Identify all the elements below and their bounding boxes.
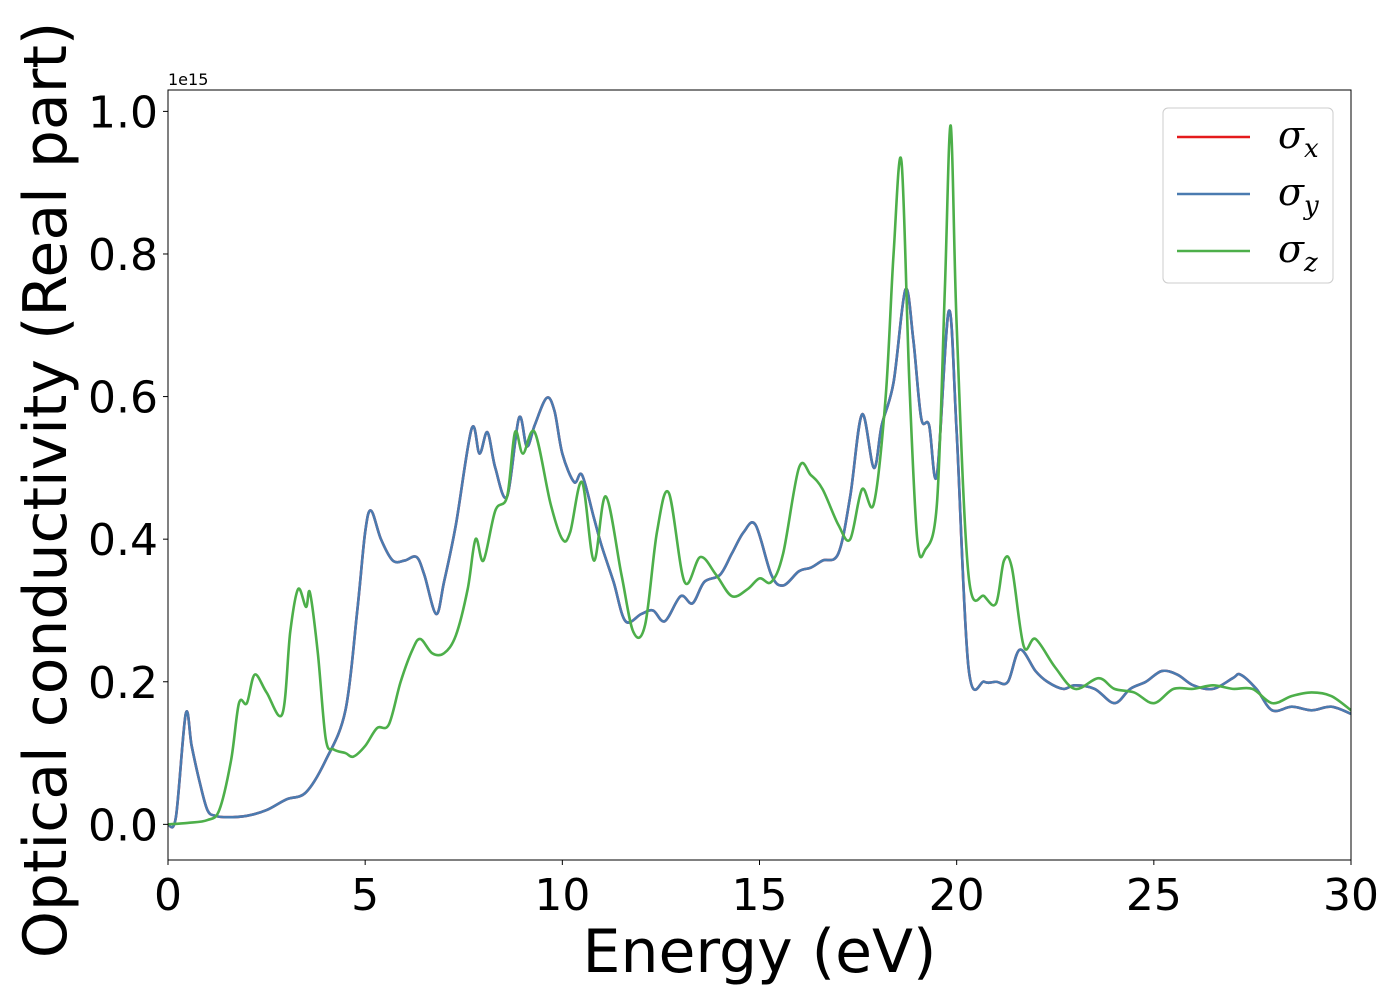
x-axis-title: Energy (eV) <box>583 917 937 987</box>
y-tick-label: 0.8 <box>88 230 158 281</box>
series-layer <box>168 124 1351 829</box>
x-tick-label: 20 <box>929 870 985 921</box>
series-line-sigma-z <box>168 124 1351 826</box>
y-tick-label: 0.2 <box>88 658 158 709</box>
y-tick-label: 0.0 <box>88 800 158 851</box>
x-tick-label: 5 <box>351 870 379 921</box>
x-tick-label: 10 <box>534 870 590 921</box>
legend-label-sigma-y: σy <box>1278 170 1319 221</box>
legend-label-sigma-z: σz <box>1278 227 1318 278</box>
y-axis: 0.0 0.2 0.4 0.6 0.8 1.0 <box>88 87 168 851</box>
legend-label-sigma-x: σx <box>1278 113 1319 164</box>
series-line-sigma-y <box>168 287 1351 829</box>
x-axis: 0 5 10 15 20 25 30 <box>154 860 1379 921</box>
x-tick-label: 15 <box>732 870 788 921</box>
legend: σx σy σz <box>1162 107 1334 284</box>
y-axis-offset-label: 1e15 <box>168 70 208 89</box>
x-tick-label: 25 <box>1126 870 1182 921</box>
legend-frame <box>1162 107 1334 284</box>
x-tick-label: 30 <box>1323 870 1379 921</box>
series-line-sigma-x <box>168 287 1351 829</box>
y-tick-label: 0.4 <box>88 515 158 566</box>
y-axis-title: Optical conductivity (Real part) <box>11 22 81 959</box>
x-tick-label: 0 <box>154 870 182 921</box>
y-tick-label: 0.6 <box>88 373 158 424</box>
y-tick-label: 1.0 <box>88 87 158 138</box>
